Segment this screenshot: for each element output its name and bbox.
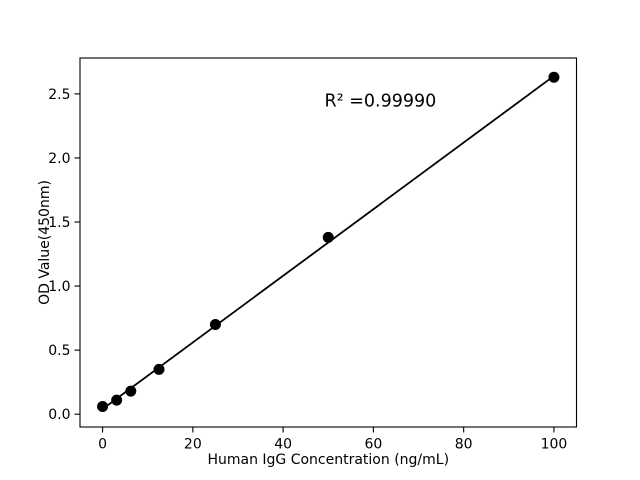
x-axis-tick-label: 100 — [541, 437, 568, 453]
r-squared-annotation: R² =0.99990 — [324, 92, 436, 112]
y-axis-tick-label: 1.5 — [48, 215, 70, 231]
y-axis-tick-label: 1.0 — [48, 279, 70, 295]
plot-content: 0 20 40 60 80 100 0.0 0.5 1.0 1.5 2.0 2.5 — [48, 71, 568, 453]
data-point — [322, 231, 334, 243]
y-axis-tick-label: 2.0 — [48, 151, 70, 167]
y-axis-label: OD Value(450nm) — [37, 180, 53, 305]
x-axis-tick-label: 0 — [98, 437, 107, 453]
x-axis-label: Human IgG Concentration (ng/mL) — [207, 452, 449, 468]
plot-frame — [79, 57, 578, 428]
x-axis-tick-label: 20 — [184, 437, 202, 453]
data-point — [97, 401, 109, 412]
y-axis-tick-label: 0.5 — [48, 343, 70, 359]
data-point — [153, 363, 165, 375]
data-point — [548, 71, 560, 83]
data-point — [209, 319, 221, 330]
data-point — [111, 394, 123, 406]
x-axis-tick-label: 80 — [455, 437, 473, 453]
x-axis-tick-label: 40 — [274, 437, 292, 453]
data-point — [125, 385, 137, 397]
y-axis-tick-label: 2.5 — [48, 87, 70, 103]
y-axis-tick-label: 0.0 — [48, 407, 70, 423]
x-axis-tick-label: 60 — [364, 437, 382, 453]
